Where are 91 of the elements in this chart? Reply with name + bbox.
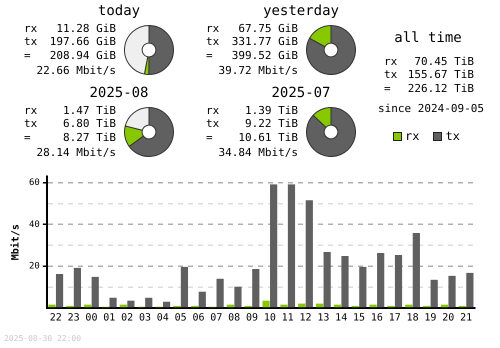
x-tick-label: 10 — [264, 312, 276, 324]
bar — [48, 304, 56, 308]
bar — [74, 268, 81, 308]
x-tick-label: 18 — [406, 312, 419, 324]
bar — [412, 233, 420, 308]
text: tx 197.66 GiB — [24, 34, 116, 48]
y-tick-label: 40 — [28, 220, 40, 230]
x-tick-label: 20 — [442, 312, 454, 324]
legend-label: rx — [404, 129, 420, 143]
bar — [316, 304, 324, 308]
text: since 2024-09-05 — [378, 102, 484, 115]
text: rx 11.28 GiB — [24, 22, 116, 35]
bar — [394, 254, 402, 308]
bar — [440, 304, 448, 308]
x-tick-label: 21 — [460, 312, 472, 324]
text: = 399.52 GiB — [206, 49, 298, 62]
chart-title: today — [96, 3, 142, 19]
x-tick-label: 23 — [68, 312, 80, 324]
bar — [234, 286, 242, 308]
bar — [120, 304, 127, 308]
bar — [162, 302, 170, 308]
x-tick-label: 12 — [299, 312, 312, 324]
text: rx 67.75 GiB — [206, 22, 298, 35]
bar — [306, 200, 313, 308]
text: 22.66 Mbit/s — [36, 64, 116, 77]
bar — [377, 253, 384, 308]
bar — [405, 304, 412, 308]
bar — [127, 300, 135, 308]
x-tick-label: 14 — [335, 312, 348, 324]
bar — [216, 278, 224, 308]
text: rx 1.47 TiB — [24, 104, 116, 117]
x-tick-label: 19 — [424, 312, 436, 324]
text: tx 155.67 TiB — [384, 68, 474, 81]
text: 39.72 Mbit/s — [218, 64, 298, 77]
text: tx 6.80 TiB — [24, 116, 116, 130]
bar — [280, 304, 288, 308]
bar — [92, 276, 99, 308]
x-tick-label: 17 — [388, 312, 401, 324]
bar — [369, 304, 377, 308]
text: = 208.94 GiB — [24, 49, 116, 62]
bar — [145, 298, 152, 308]
bar — [448, 276, 456, 308]
text: all time — [393, 30, 463, 46]
chart-title: 2025-07 — [271, 85, 330, 101]
y-tick-label: 60 — [28, 178, 40, 188]
x-tick-label: 00 — [85, 312, 98, 324]
text: = 226.12 TiB — [384, 82, 474, 95]
bar — [430, 280, 438, 308]
bar — [262, 300, 270, 308]
bar — [252, 268, 260, 308]
x-tick-label: 16 — [370, 312, 383, 324]
y-tick-label: 20 — [28, 262, 40, 272]
bar — [226, 304, 234, 308]
x-tick-label: 08 — [228, 312, 240, 324]
text: = 8.27 TiB — [24, 131, 116, 144]
x-tick-label: 06 — [192, 312, 204, 324]
legend-label: tx — [444, 129, 460, 143]
bar — [180, 266, 188, 308]
x-tick-label: 13 — [317, 312, 330, 324]
chart-title: 2025-08 — [88, 85, 150, 101]
x-tick-label: 15 — [353, 312, 366, 324]
bar — [334, 304, 342, 308]
y-axis-title: Mbit/s — [10, 224, 22, 260]
text: rx 1.39 TiB — [206, 104, 298, 117]
x-tick-label: 05 — [174, 312, 187, 324]
bar — [109, 298, 117, 308]
text: = 10.61 TiB — [206, 131, 298, 144]
bar — [324, 252, 331, 308]
bar — [298, 304, 306, 308]
chart-title: yesterday — [262, 3, 340, 19]
x-tick-label: 11 — [282, 312, 294, 324]
x-tick-label: 07 — [210, 312, 222, 324]
bar — [56, 274, 64, 308]
x-tick-label: 09 — [246, 312, 258, 324]
text: rx 70.45 TiB — [384, 55, 474, 68]
bar — [84, 304, 92, 308]
bar — [288, 184, 296, 308]
x-tick-label: 22 — [50, 312, 62, 324]
bar — [466, 272, 474, 308]
x-tick-label: 03 — [138, 312, 151, 324]
x-tick-label: 02 — [121, 312, 134, 324]
bar — [359, 266, 366, 308]
bar — [270, 184, 278, 308]
text: 28.14 Mbit/s — [36, 146, 116, 159]
x-tick-label: 01 — [103, 312, 116, 324]
text: tx 9.22 TiB — [206, 116, 298, 130]
text: tx 331.77 GiB — [206, 34, 298, 48]
text: 34.84 Mbit/s — [218, 146, 298, 159]
bar — [198, 292, 206, 308]
bar — [341, 256, 349, 308]
x-tick-label: 04 — [156, 312, 169, 324]
